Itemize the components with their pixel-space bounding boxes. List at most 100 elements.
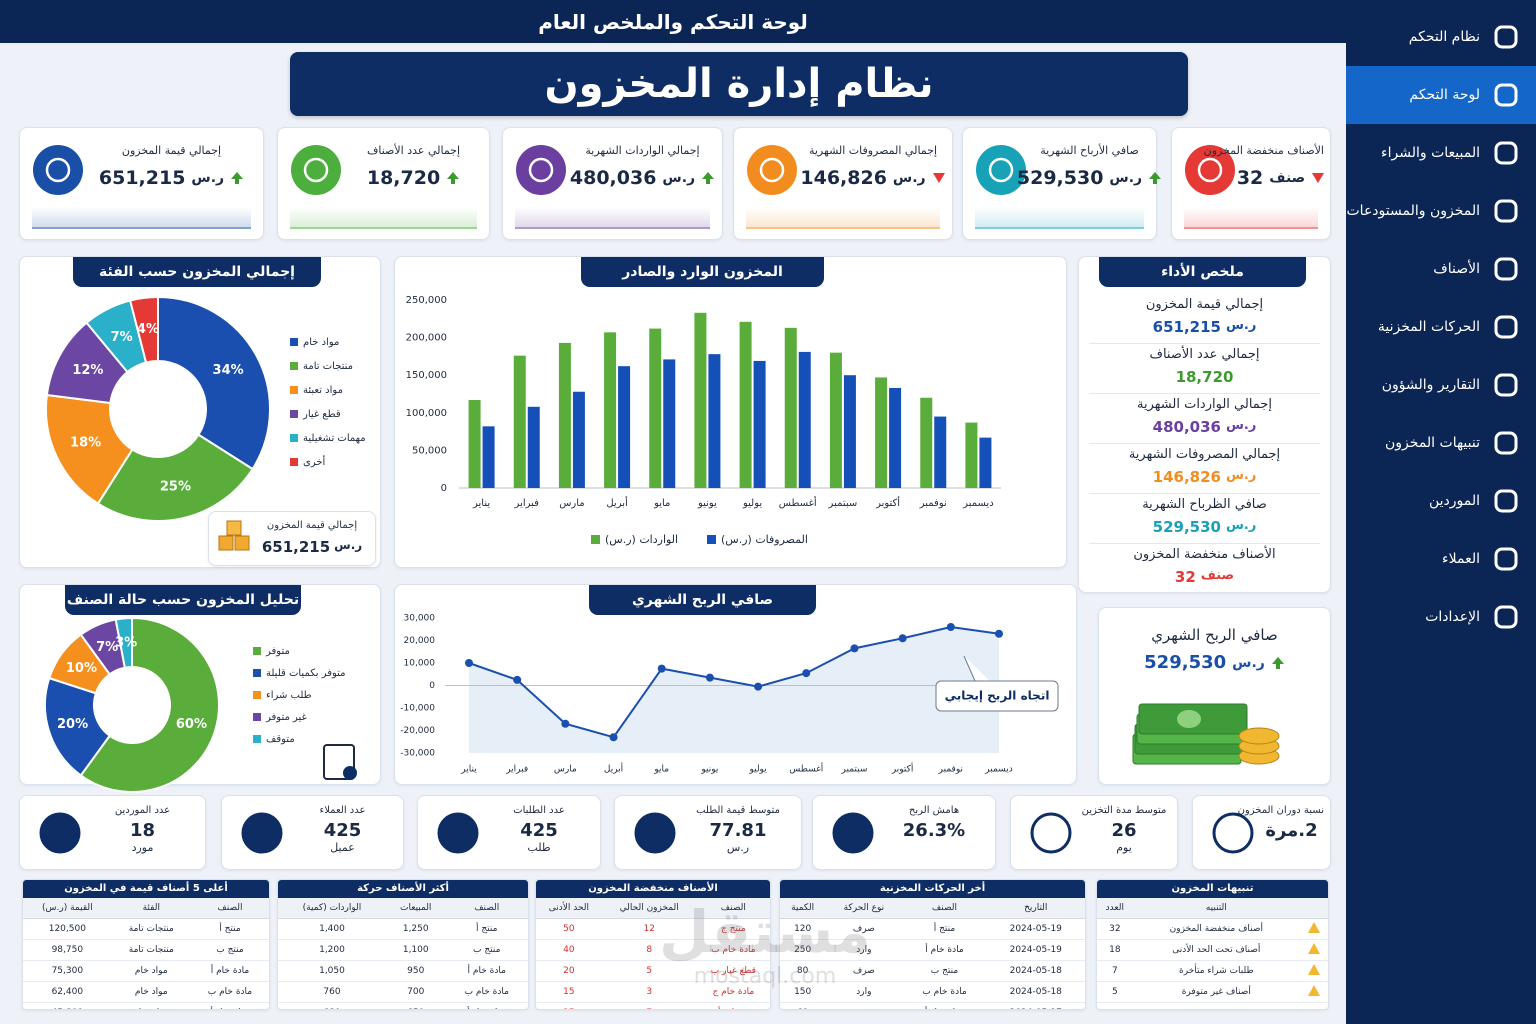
nav-item[interactable]: التقارير والشؤون: [1346, 356, 1536, 414]
kpi-wave: [746, 207, 940, 229]
stat-unit: ر.س: [726, 841, 750, 854]
table-cell: مادة خام ج: [696, 981, 770, 1003]
table-cell: 1,250: [385, 918, 446, 940]
legend-swatch: [253, 669, 261, 677]
donut-slice: [128, 295, 159, 364]
profit-title: صافي الربح الشهري: [1151, 626, 1278, 644]
x-tick-label: مارس: [559, 498, 584, 509]
annotation-box: [935, 680, 1059, 712]
nav-icon: [1494, 199, 1518, 223]
bar: [618, 366, 631, 488]
stat-label: عدد العملاء: [319, 805, 366, 816]
y-tick-label: -30,000: [400, 749, 435, 759]
table-row: منتج ج 12 50: [536, 918, 770, 940]
nav-icon: [1494, 257, 1518, 281]
line-point: [946, 623, 955, 631]
kpi-value-row: ر.س 146,826: [800, 167, 946, 189]
box-icon: [218, 520, 250, 551]
column-header: التاريخ: [986, 898, 1085, 919]
nav-item[interactable]: المبيعات والشراء: [1346, 124, 1536, 182]
line-point: [995, 629, 1003, 638]
nav-item[interactable]: المخزون والمستودعات: [1346, 182, 1536, 240]
stat-icon: [39, 812, 81, 854]
nav-item[interactable]: العملاء: [1346, 530, 1536, 588]
nav-icon: [1494, 83, 1518, 107]
nav-item[interactable]: الحركات المخزنية: [1346, 298, 1536, 356]
table-title: أعلى 5 أصناف قيمة في المخزون: [23, 880, 269, 898]
slice-label: 20%: [57, 717, 88, 732]
slice-label: 60%: [176, 717, 207, 732]
bar: [798, 351, 811, 488]
table-cell: مادة خام ب: [190, 981, 269, 1003]
line-chart: -30,000 -20,000 -10,000 0 10,000 20,000 30,000…: [400, 614, 1059, 775]
top-header: لوحة التحكم والملخص العام: [0, 0, 1346, 43]
kpi-value-row: ر.س 651,215: [86, 167, 257, 189]
table-row: مادة خام أ 950 1,050: [278, 960, 528, 982]
kpi-icon: [291, 145, 341, 195]
x-tick-label: سبتمبر: [828, 498, 858, 509]
nav-item[interactable]: الموردين: [1346, 472, 1536, 530]
stat-card: متوسط مدة التخزين 26 يوم: [1010, 795, 1178, 870]
legend-label: مهمات تشغيلية: [303, 433, 366, 444]
donut-slice: [79, 616, 220, 793]
x-tick-label: أكتوبر: [891, 763, 914, 775]
donut-slice: [114, 616, 133, 669]
table-cell: 950: [385, 960, 446, 982]
table-row: أصناف غير متوفرة 5: [1097, 981, 1328, 1003]
kpi-text: إجمالي الواردات الشهرية ر.س 480,036: [569, 140, 716, 189]
kpi-label: إجمالي قيمة المخزون: [121, 144, 222, 157]
table-cell: 18: [1097, 939, 1133, 961]
table-cell: مادة خام ب: [902, 981, 987, 1003]
trend-arrow: [1149, 172, 1162, 184]
slice-label: 12%: [72, 363, 103, 378]
data-table-card: أخر الحركات المخزنية التاريخ الصنف نوع الحر…: [779, 879, 1086, 1010]
bar: [663, 359, 676, 488]
inner-value-row: ر.س 651,215: [253, 538, 371, 556]
kpi-icon: [747, 145, 797, 195]
nav-label: الأصناف: [1433, 261, 1480, 277]
kpi-icon: [516, 145, 566, 195]
perf-unit: ر.س: [1225, 318, 1257, 333]
nav-item[interactable]: الأصناف: [1346, 240, 1536, 298]
y-tick-label: -20,000: [400, 726, 435, 736]
nav-icon: [1494, 141, 1518, 165]
nav-item[interactable]: تنبيهات المخزون: [1346, 414, 1536, 472]
kpi-wave: [515, 207, 710, 229]
perf-value-row: ر.س 480,036: [1087, 418, 1322, 436]
perf-value: 146,826: [1152, 468, 1221, 486]
stat-text: هامش الربح 26.3%: [879, 805, 989, 841]
nav-item[interactable]: لوحة التحكم: [1346, 66, 1536, 124]
table-cell: 7: [1097, 960, 1133, 982]
bar: [694, 312, 707, 488]
table-row: أصناف تحت الحد الأدنى 18: [1097, 939, 1328, 961]
table-cell: 700: [385, 981, 446, 1003]
profit-unit: ر.س: [1232, 654, 1265, 671]
legend-label: الواردات (ر.س): [605, 533, 678, 546]
column-header: القيمة (ر.س): [23, 898, 112, 919]
nav-item[interactable]: الإعدادات: [1346, 588, 1536, 646]
nav-label: الموردين: [1428, 493, 1480, 509]
table-cell: 8: [601, 939, 697, 961]
table-cell: 98,750: [23, 939, 112, 961]
perf-unit: ر.س: [1225, 418, 1257, 433]
system-title-text: نظام إدارة المخزون: [544, 61, 934, 107]
perf-separator: [1089, 493, 1320, 494]
stat-label: متوسط مدة التخزين: [1081, 805, 1167, 816]
table-cell: 2024-05-18: [986, 981, 1085, 1003]
legend-swatch: [290, 386, 298, 394]
nav-icon-shape: [1494, 547, 1518, 571]
table-cell: 15: [536, 981, 602, 1003]
nav-item[interactable]: نظام التحكم: [1346, 8, 1536, 66]
stat-card: عدد الطلبات 425 طلب: [417, 795, 601, 870]
stat-icon: [1212, 812, 1254, 854]
kpi-icon-bg: [1185, 145, 1235, 195]
data-table-card: الأصناف منخفضة المخزون الصنف المخزون الحال…: [535, 879, 771, 1010]
table-cell: منتجات تامة: [111, 918, 191, 940]
stat-icon-shape: [832, 812, 874, 854]
y-tick-label: 30,000: [404, 614, 436, 624]
table-header-row: الصنف المخزون الحالي الحد الأدنى: [536, 898, 770, 919]
profit-value: 529,530: [1144, 652, 1227, 673]
x-tick-label: فبراير: [514, 498, 540, 509]
legend-label: مواد خام: [303, 337, 339, 348]
table-cell: 120,500: [23, 918, 112, 940]
